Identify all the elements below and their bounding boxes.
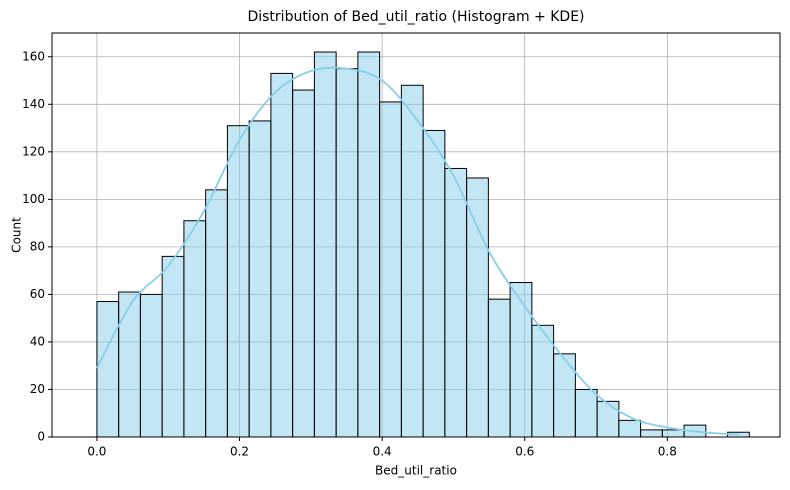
bar bbox=[139, 293, 163, 438]
x-tick-label: 0.6 bbox=[515, 445, 534, 459]
bar bbox=[118, 291, 141, 438]
bar bbox=[357, 51, 381, 438]
bar bbox=[640, 429, 663, 438]
bar bbox=[618, 419, 642, 438]
bar bbox=[161, 255, 185, 438]
y-tick-label: 60 bbox=[30, 287, 45, 301]
x-tick-label: 0.4 bbox=[373, 445, 392, 459]
bar bbox=[248, 120, 272, 438]
bar bbox=[509, 282, 533, 438]
bar bbox=[444, 167, 468, 438]
bar bbox=[96, 301, 120, 438]
chart-title: Distribution of Bed_util_ratio (Histogra… bbox=[247, 9, 584, 25]
bar bbox=[487, 298, 511, 438]
bar bbox=[553, 353, 576, 438]
x-axis-label: Bed_util_ratio bbox=[375, 464, 457, 478]
bar bbox=[422, 129, 446, 438]
y-tick-label: 20 bbox=[30, 382, 45, 396]
bar bbox=[183, 220, 207, 438]
kde-line bbox=[96, 66, 739, 436]
plot-frame bbox=[51, 32, 781, 438]
bar bbox=[400, 84, 424, 438]
y-tick-label: 100 bbox=[22, 192, 45, 206]
bar bbox=[574, 388, 598, 438]
bar bbox=[226, 125, 250, 438]
y-tick-label: 40 bbox=[30, 334, 45, 348]
y-tick-label: 120 bbox=[22, 144, 45, 158]
x-tick-label: 0.0 bbox=[87, 445, 106, 459]
bar bbox=[313, 51, 337, 438]
y-tick-label: 0 bbox=[37, 430, 45, 444]
x-tick-label: 0.2 bbox=[230, 445, 249, 459]
x-tick-label: 0.8 bbox=[658, 445, 677, 459]
bar bbox=[270, 72, 294, 438]
bar bbox=[379, 101, 402, 438]
y-axis-label: Count bbox=[10, 217, 24, 253]
y-tick-label: 140 bbox=[22, 97, 45, 111]
y-tick-label: 160 bbox=[22, 49, 45, 63]
bar bbox=[661, 429, 685, 438]
bar bbox=[596, 400, 620, 438]
y-tick-label: 80 bbox=[30, 239, 45, 253]
bar bbox=[205, 189, 228, 438]
bar bbox=[466, 177, 489, 438]
bar bbox=[335, 68, 359, 438]
bar bbox=[292, 89, 315, 438]
